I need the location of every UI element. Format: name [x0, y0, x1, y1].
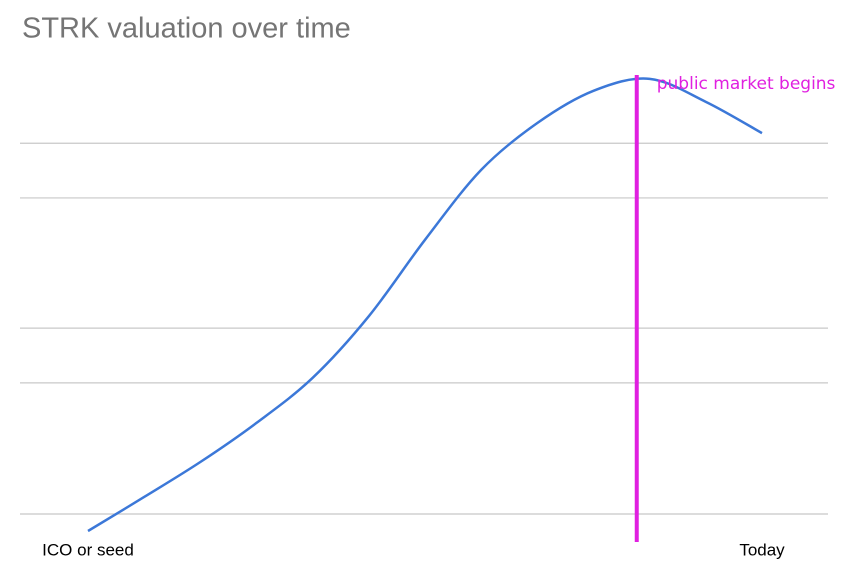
x-tick-label: ICO or seed [42, 540, 134, 559]
x-tick-label: Today [739, 540, 785, 559]
data-line [87, 77, 763, 533]
chart-title: STRK valuation over time [22, 13, 351, 45]
marker-label: public market begins [657, 74, 836, 94]
